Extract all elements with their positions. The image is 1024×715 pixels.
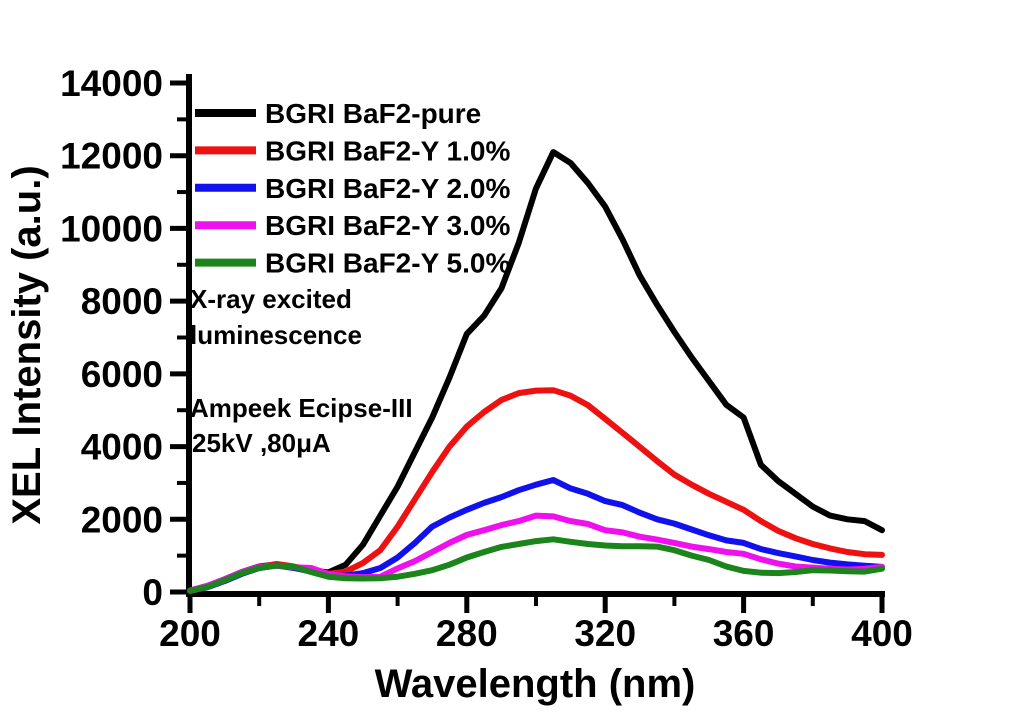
legend-item: BGRI BaF2-Y 5.0% <box>195 248 510 279</box>
legend-item: BGRI BaF2-Y 2.0% <box>195 173 510 204</box>
y-tick-label: 12000 <box>60 136 163 177</box>
axis-spines <box>186 74 885 597</box>
annotation-text: Ampeek Ecipse-III <box>190 393 413 423</box>
x-tick-label: 320 <box>574 613 636 654</box>
x-tick-label: 280 <box>436 613 498 654</box>
y-tick-label: 14000 <box>60 63 163 104</box>
annotation-text: X-ray excited <box>190 284 352 314</box>
x-tick-label: 400 <box>851 613 913 654</box>
y-tick-label: 6000 <box>81 354 163 395</box>
series-line-bgri-baf2-y-5-0- <box>187 536 885 594</box>
legend-item: BGRI BaF2-Y 3.0% <box>195 210 510 241</box>
legend-label: BGRI BaF2-Y 1.0% <box>265 135 510 166</box>
y-tick-label: 8000 <box>81 281 163 322</box>
y-axis-title: XEL Intensity (a.u.) <box>5 165 49 524</box>
annotation-text: 25kV ,80μA <box>192 428 331 458</box>
y-tick-label: 4000 <box>81 427 163 468</box>
legend-item: BGRI BaF2-Y 1.0% <box>195 135 510 166</box>
annotation-text: luminescence <box>190 320 362 350</box>
x-tick-label: 240 <box>298 613 360 654</box>
legend-label: BGRI BaF2-Y 3.0% <box>265 210 510 241</box>
legend-label: BGRI BaF2-pure <box>265 98 481 129</box>
legend-label: BGRI BaF2-Y 2.0% <box>265 173 510 204</box>
legend-label: BGRI BaF2-Y 5.0% <box>265 248 510 279</box>
x-axis-title: Wavelength (nm) <box>375 662 696 706</box>
x-tick-label: 360 <box>713 613 775 654</box>
y-tick-label: 2000 <box>81 499 163 540</box>
x-tick-label: 200 <box>159 613 221 654</box>
y-tick-label: 10000 <box>60 208 163 249</box>
legend-item: BGRI BaF2-pure <box>195 98 481 129</box>
y-tick-label: 0 <box>142 572 163 613</box>
